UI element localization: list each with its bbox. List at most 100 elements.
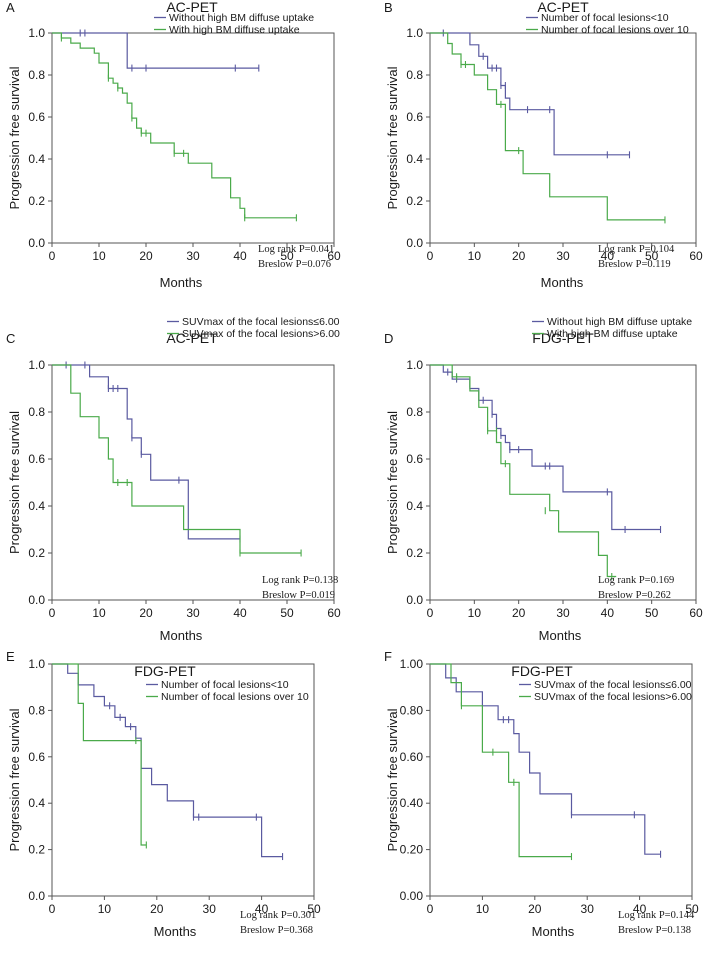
series-1 — [52, 663, 284, 861]
x-tick-label: 20 — [139, 249, 153, 263]
x-tick-label: 40 — [233, 249, 247, 263]
x-tick-label: 30 — [203, 902, 217, 916]
x-tick-label: 50 — [280, 606, 294, 620]
y-tick-label: 0.4 — [406, 152, 423, 166]
y-tick-label: 1.0 — [28, 26, 45, 40]
legend-label: SUVmax of the focal lesions≤6.00 — [182, 316, 340, 328]
x-tick-label: 0 — [49, 902, 56, 916]
survival-curve — [430, 364, 617, 578]
stat-annotation: Log rank P=0.144 — [618, 910, 695, 921]
panel-label: C — [6, 331, 15, 346]
y-tick-label: 1.00 — [400, 657, 424, 671]
x-tick-label: 40 — [255, 902, 269, 916]
legend-label: Without high BM diffuse uptake — [547, 316, 692, 328]
y-tick-label: 1.0 — [28, 358, 45, 372]
plot-area — [51, 364, 335, 601]
x-axis-label: Months — [539, 628, 582, 643]
survival-curve — [52, 364, 240, 540]
stat-annotation: Log rank P=0.104 — [598, 244, 675, 255]
y-tick-label: 0.6 — [28, 750, 45, 764]
chart-title: AC-PET — [537, 0, 589, 15]
panel-label: F — [384, 649, 392, 664]
survival-curve — [430, 663, 572, 858]
survival-curve — [52, 32, 259, 69]
stat-annotation: Log rank P=0.169 — [598, 575, 674, 586]
y-tick-label: 0.2 — [406, 194, 423, 208]
x-axis-label: Months — [532, 924, 575, 939]
legend-label: SUVmax of the focal lesions>6.00 — [182, 328, 340, 340]
legend-label: Number of focal lesions over 10 — [161, 691, 309, 703]
stat-annotation: Log rank P=0.301 — [240, 910, 316, 921]
stat-annotation: Log rank P=0.138 — [262, 575, 338, 586]
y-tick-label: 0.0 — [406, 236, 423, 250]
panel-c: C AC-PET 0 10 20 30 40 50 60 0.0 0.2 0.4 0.6 0.8 1.0 Mo… — [6, 316, 341, 643]
x-tick-label: 20 — [528, 902, 542, 916]
x-tick-label: 10 — [476, 902, 490, 916]
legend-label: Number of focal lesions<10 — [541, 12, 669, 24]
panel-label: B — [384, 0, 393, 15]
y-tick-label: 0.2 — [406, 546, 423, 560]
x-axis-label: Months — [541, 275, 584, 290]
panel-b: B AC-PET 0 10 20 30 40 50 60 0.0 0.2 0.4 0.6 0.8 1.0 Mo… — [384, 0, 703, 290]
x-axis-label: Months — [160, 628, 203, 643]
x-tick-label: 60 — [689, 606, 703, 620]
survival-curve — [430, 32, 665, 221]
x-tick-label: 50 — [645, 249, 659, 263]
x-tick-label: 10 — [92, 249, 106, 263]
x-tick-label: 0 — [49, 606, 56, 620]
x-tick-label: 50 — [280, 249, 294, 263]
x-tick-label: 60 — [327, 249, 341, 263]
y-tick-label: 0.8 — [28, 405, 45, 419]
series-2 — [52, 32, 297, 222]
x-tick-label: 10 — [92, 606, 106, 620]
x-tick-label: 20 — [139, 606, 153, 620]
y-tick-label: 0.40 — [400, 796, 424, 810]
survival-curve — [430, 32, 630, 156]
x-tick-label: 30 — [186, 249, 200, 263]
plot-area — [51, 663, 315, 897]
stat-annotation: Breslow P=0.368 — [240, 925, 313, 936]
y-tick-label: 0.8 — [28, 703, 45, 717]
y-tick-label: 1.0 — [406, 26, 423, 40]
series-1 — [430, 29, 631, 159]
survival-curve — [52, 364, 302, 554]
x-tick-label: 20 — [150, 902, 164, 916]
legend-label: With high BM diffuse uptake — [169, 24, 300, 36]
stat-annotation: Breslow P=0.076 — [258, 259, 331, 270]
y-tick-label: 0.4 — [28, 152, 45, 166]
panel-d: D FDG-PET 0 10 20 30 40 50 60 0.0 0.2 0.4 0.6 0.8 1.0 M… — [384, 316, 703, 643]
y-tick-label: 0.00 — [400, 889, 424, 903]
x-tick-label: 10 — [468, 606, 482, 620]
y-tick-label: 0.0 — [28, 593, 45, 607]
series-2 — [430, 364, 617, 580]
y-tick-label: 0.6 — [28, 110, 45, 124]
survival-curve — [52, 32, 297, 219]
x-tick-label: 0 — [427, 249, 434, 263]
series-1 — [52, 361, 241, 543]
legend-label: SUVmax of the focal lesions>6.00 — [534, 691, 692, 703]
stat-annotation: Breslow P=0.138 — [618, 925, 691, 936]
stat-annotation: Breslow P=0.262 — [598, 590, 671, 601]
panel-label: E — [6, 649, 15, 664]
x-tick-label: 60 — [327, 606, 341, 620]
series-2 — [430, 663, 573, 861]
x-tick-label: 30 — [556, 606, 570, 620]
y-tick-label: 0.6 — [28, 452, 45, 466]
panel-a: A AC-PET 0 10 20 30 40 50 60 0.0 0.2 0.4 0.6 0.8 1.0 Mo… — [6, 0, 341, 290]
chart-title: FDG-PET — [511, 663, 573, 679]
x-tick-label: 0 — [49, 249, 56, 263]
y-tick-label: 0.20 — [400, 843, 424, 857]
panel-label: D — [384, 331, 393, 346]
x-axis-label: Months — [160, 275, 203, 290]
x-tick-label: 30 — [556, 249, 570, 263]
chart-title: AC-PET — [166, 330, 218, 346]
x-tick-label: 40 — [233, 606, 247, 620]
survival-curve — [430, 663, 661, 855]
series-1 — [52, 29, 260, 72]
y-axis-label: Progression free survival — [385, 708, 400, 851]
x-tick-label: 60 — [689, 249, 703, 263]
x-tick-label: 30 — [581, 902, 595, 916]
survival-curve — [52, 663, 147, 846]
